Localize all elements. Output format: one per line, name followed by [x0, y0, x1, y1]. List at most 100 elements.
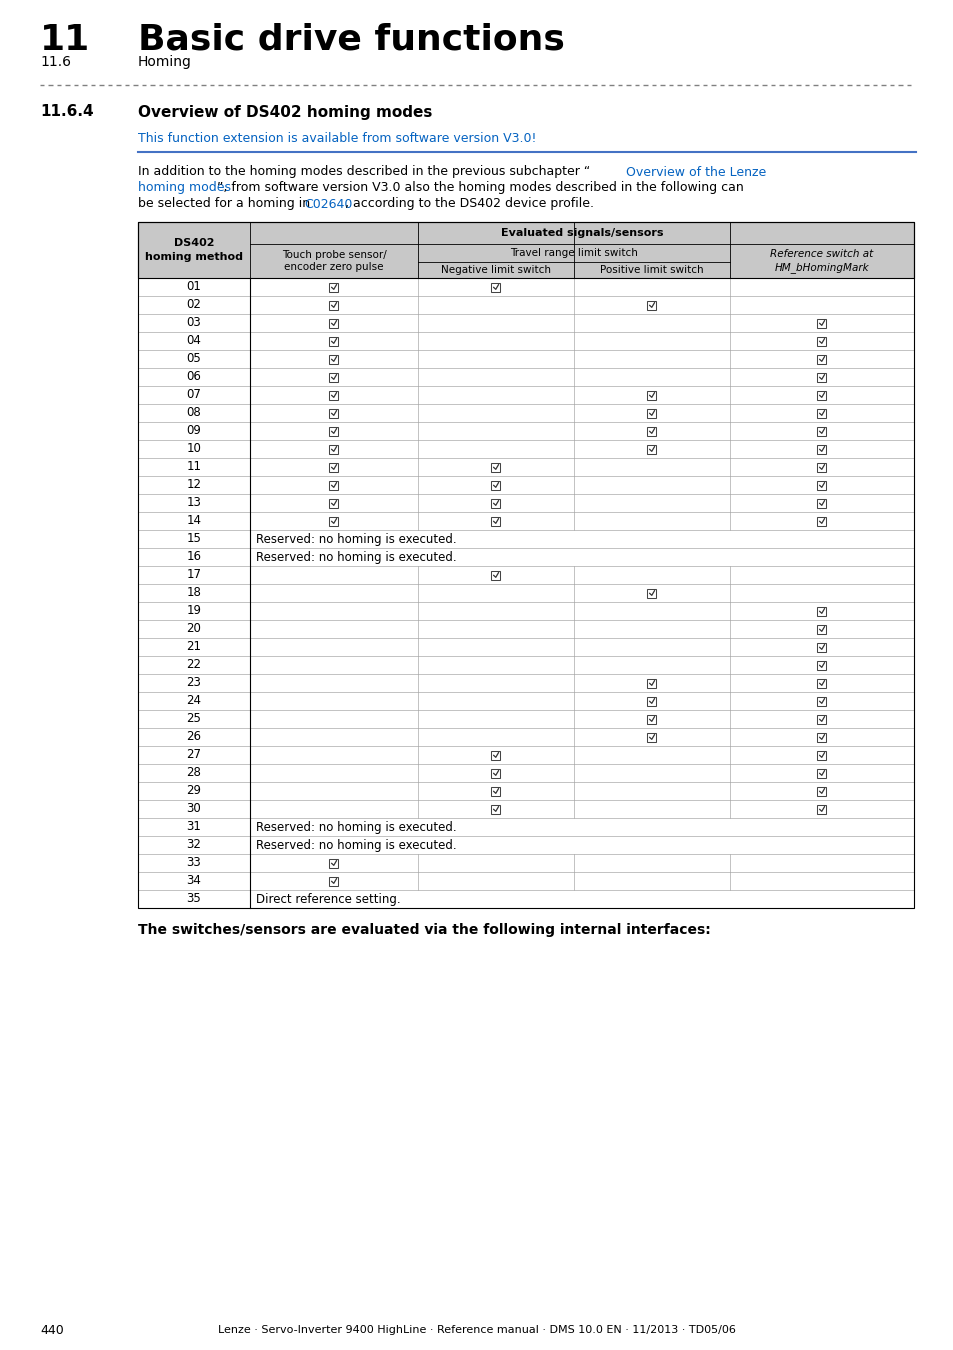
- Bar: [138, 221, 913, 909]
- Text: Basic drive functions: Basic drive functions: [138, 23, 564, 57]
- Text: be selected for a homing in: be selected for a homing in: [138, 197, 314, 211]
- Bar: [817, 517, 825, 525]
- Bar: [491, 463, 500, 471]
- Bar: [329, 444, 338, 454]
- Bar: [138, 890, 913, 909]
- Bar: [138, 836, 913, 855]
- Text: 12: 12: [186, 478, 201, 491]
- Bar: [138, 315, 913, 332]
- Bar: [491, 787, 500, 795]
- Bar: [647, 733, 656, 741]
- Bar: [138, 477, 913, 494]
- Text: Overview of DS402 homing modes: Overview of DS402 homing modes: [138, 104, 432, 120]
- Text: 22: 22: [186, 659, 201, 671]
- Text: 01: 01: [187, 281, 201, 293]
- Bar: [138, 350, 913, 369]
- Bar: [817, 481, 825, 490]
- Bar: [817, 427, 825, 436]
- Bar: [817, 444, 825, 454]
- Bar: [329, 336, 338, 346]
- Bar: [138, 639, 913, 656]
- Text: 21: 21: [186, 640, 201, 653]
- Text: This function extension is available from software version V3.0!: This function extension is available fro…: [138, 131, 536, 144]
- Bar: [647, 390, 656, 400]
- Text: Reserved: no homing is executed.: Reserved: no homing is executed.: [255, 821, 456, 833]
- Text: Overview of the Lenze: Overview of the Lenze: [625, 166, 765, 178]
- Bar: [138, 855, 913, 872]
- Text: 33: 33: [187, 856, 201, 869]
- Bar: [138, 548, 913, 566]
- Text: homing modes: homing modes: [138, 181, 231, 194]
- Bar: [817, 751, 825, 760]
- Bar: [138, 585, 913, 602]
- Bar: [817, 498, 825, 508]
- Text: 07: 07: [187, 389, 201, 401]
- Text: 26: 26: [186, 730, 201, 744]
- Text: The switches/sensors are evaluated via the following internal interfaces:: The switches/sensors are evaluated via t…: [138, 923, 710, 937]
- Bar: [138, 458, 913, 477]
- Text: 09: 09: [187, 424, 201, 437]
- Text: 13: 13: [187, 497, 201, 509]
- Text: In addition to the homing modes described in the previous subchapter “: In addition to the homing modes describe…: [138, 166, 590, 178]
- Text: 19: 19: [186, 605, 201, 617]
- Text: 29: 29: [186, 784, 201, 798]
- Bar: [138, 747, 913, 764]
- Bar: [329, 373, 338, 382]
- Bar: [817, 463, 825, 471]
- Text: Positive limit switch: Positive limit switch: [599, 265, 703, 275]
- Bar: [329, 876, 338, 886]
- Text: 11.6: 11.6: [40, 55, 71, 69]
- Text: 02: 02: [187, 298, 201, 312]
- Bar: [647, 409, 656, 417]
- Bar: [329, 498, 338, 508]
- Text: 440: 440: [40, 1323, 64, 1336]
- Bar: [817, 373, 825, 382]
- Text: 34: 34: [187, 875, 201, 887]
- Bar: [817, 355, 825, 363]
- Bar: [138, 404, 913, 423]
- Bar: [817, 409, 825, 417]
- Text: ”, from software version V3.0 also the homing modes described in the following c: ”, from software version V3.0 also the h…: [216, 181, 743, 194]
- Bar: [138, 386, 913, 404]
- Bar: [329, 859, 338, 868]
- Bar: [138, 764, 913, 782]
- Bar: [491, 498, 500, 508]
- Bar: [647, 697, 656, 706]
- Bar: [491, 481, 500, 490]
- Bar: [817, 697, 825, 706]
- Text: Evaluated signals/sensors: Evaluated signals/sensors: [500, 228, 662, 238]
- Bar: [138, 602, 913, 620]
- Bar: [817, 679, 825, 687]
- Bar: [817, 660, 825, 670]
- Text: 31: 31: [187, 821, 201, 833]
- Bar: [647, 714, 656, 724]
- Bar: [817, 319, 825, 328]
- Bar: [817, 390, 825, 400]
- Text: 03: 03: [187, 316, 201, 329]
- Bar: [817, 625, 825, 633]
- Text: 28: 28: [187, 767, 201, 779]
- Text: Reference switch at
HM_bHomingMark: Reference switch at HM_bHomingMark: [770, 250, 873, 273]
- Bar: [817, 606, 825, 616]
- Bar: [329, 319, 338, 328]
- Bar: [817, 787, 825, 795]
- Text: Reserved: no homing is executed.: Reserved: no homing is executed.: [255, 532, 456, 545]
- Bar: [647, 679, 656, 687]
- Text: 16: 16: [186, 551, 201, 563]
- Bar: [329, 517, 338, 525]
- Text: , according to the DS402 device profile.: , according to the DS402 device profile.: [345, 197, 594, 211]
- Text: 17: 17: [186, 568, 201, 582]
- Bar: [138, 710, 913, 728]
- Bar: [817, 768, 825, 778]
- Bar: [817, 336, 825, 346]
- Bar: [329, 427, 338, 436]
- Bar: [647, 301, 656, 309]
- Text: 35: 35: [187, 892, 201, 906]
- Bar: [138, 801, 913, 818]
- Text: DS402
homing method: DS402 homing method: [145, 239, 243, 262]
- Text: Lenze · Servo-Inverter 9400 HighLine · Reference manual · DMS 10.0 EN · 11/2013 : Lenze · Servo-Inverter 9400 HighLine · R…: [218, 1324, 735, 1335]
- Bar: [817, 643, 825, 652]
- Text: 11: 11: [186, 460, 201, 474]
- Bar: [138, 494, 913, 512]
- Bar: [329, 301, 338, 309]
